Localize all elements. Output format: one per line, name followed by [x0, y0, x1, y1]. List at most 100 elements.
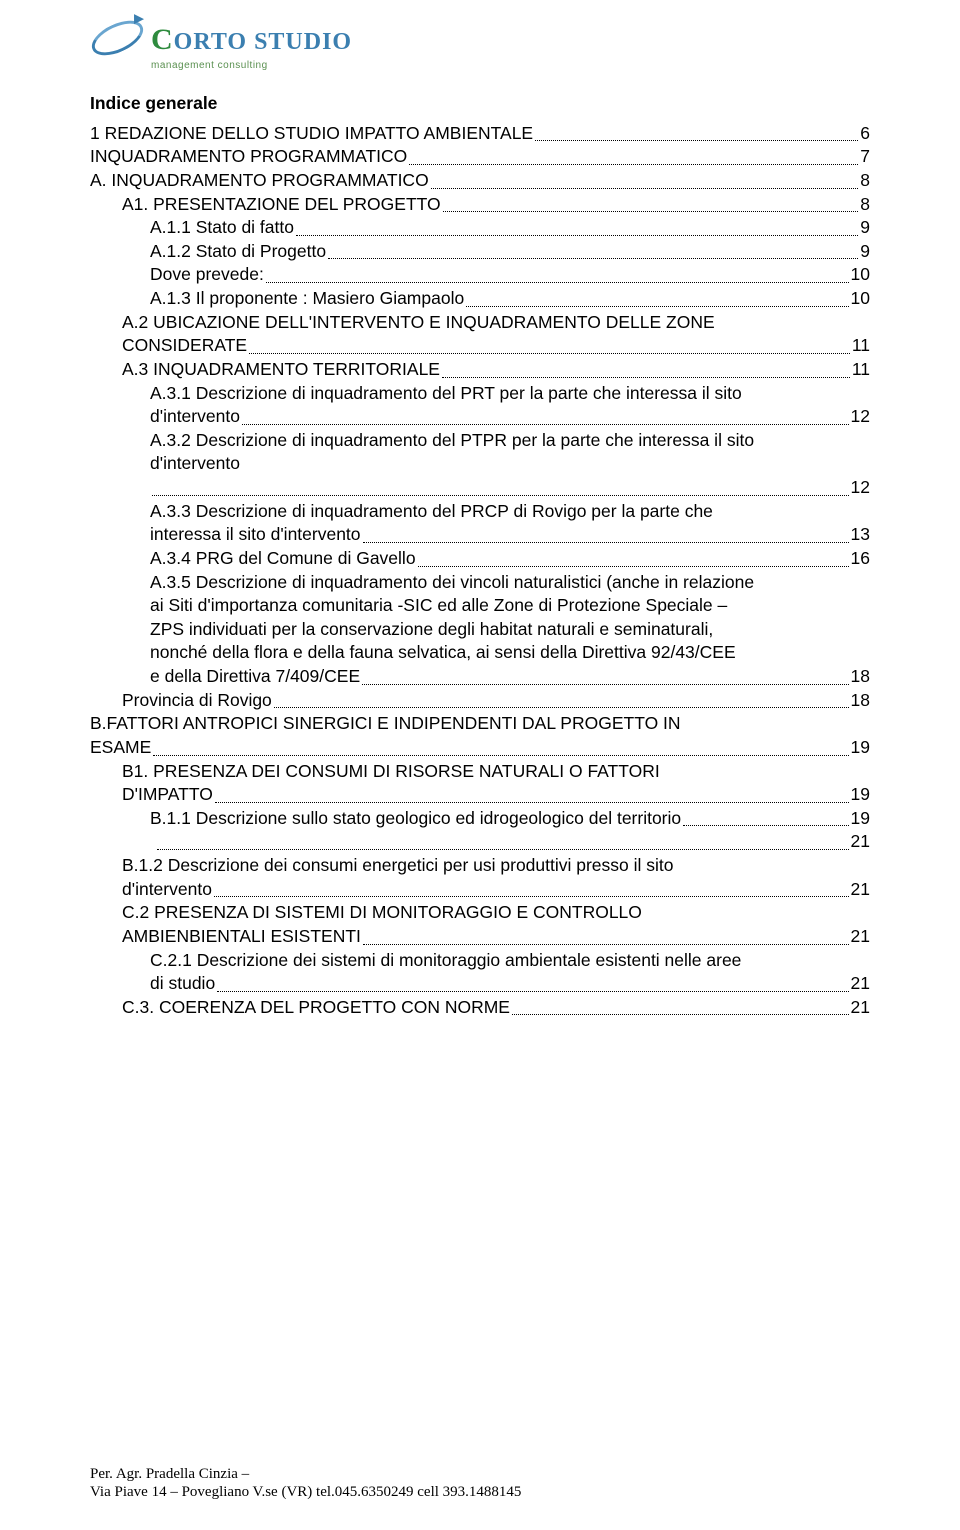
toc-entry-lastline: A.1.2 Stato di Progetto 9	[150, 240, 870, 264]
toc-leader-dots	[274, 707, 849, 708]
toc-entry-text: d'intervento	[150, 405, 240, 429]
toc-leader-dots	[418, 566, 849, 567]
logo-name: ORTO STUDIO	[174, 26, 352, 58]
toc-leader-dots	[249, 353, 850, 354]
toc-entry: A.3.4 PRG del Comune di Gavello16	[90, 547, 870, 571]
logo-swoosh-icon	[87, 14, 149, 63]
toc-entry: C.3. COERENZA DEL PROGETTO CON NORME21	[90, 996, 870, 1020]
toc-entry-text: INQUADRAMENTO PROGRAMMATICO	[90, 145, 407, 169]
table-of-contents: 1 REDAZIONE DELLO STUDIO IMPATTO AMBIENT…	[90, 122, 870, 1020]
toc-entry: A.1.3 Il proponente : Masiero Giampaolo1…	[90, 287, 870, 311]
toc-entry-lastline: D'IMPATTO19	[122, 783, 870, 807]
toc-page-number: 18	[851, 665, 870, 689]
toc-entry-text: 1 REDAZIONE DELLO STUDIO IMPATTO AMBIENT…	[90, 122, 533, 146]
toc-entry-lastline: A.3.4 PRG del Comune di Gavello16	[150, 547, 870, 571]
toc-entry-lastline: 21	[150, 830, 870, 854]
toc-entry: C.2 PRESENZA DI SISTEMI DI MONITORAGGIO …	[90, 901, 870, 948]
toc-page-number: 13	[851, 523, 870, 547]
toc-entry-text: e della Direttiva 7/409/CEE	[150, 665, 360, 689]
toc-entry-text: A.1.2 Stato di Progetto	[150, 240, 326, 264]
toc-entry: A1. PRESENTAZIONE DEL PROGETTO8	[90, 193, 870, 217]
toc-entry-lastline: A1. PRESENTAZIONE DEL PROGETTO8	[122, 193, 870, 217]
toc-entry: 1 REDAZIONE DELLO STUDIO IMPATTO AMBIENT…	[90, 122, 870, 146]
toc-leader-dots	[214, 896, 849, 897]
toc-entry-lastline: d'intervento 21	[122, 878, 870, 902]
toc-entry-lastline: INQUADRAMENTO PROGRAMMATICO 7	[90, 145, 870, 169]
toc-entry: A.3.1 Descrizione di inquadramento del P…	[90, 382, 870, 429]
toc-page-number: 21	[851, 925, 870, 949]
toc-entry-text: B.1.2 Descrizione dei consumi energetici…	[122, 854, 870, 878]
toc-entry-text: ai Siti d'importanza comunitaria -SIC ed…	[150, 594, 870, 618]
toc-page-number: 6	[860, 122, 870, 146]
toc-page-number: 21	[851, 878, 870, 902]
toc-entry-lastline: ESAME 19	[90, 736, 870, 760]
toc-entry-text: A.1.3 Il proponente : Masiero Giampaolo	[150, 287, 464, 311]
toc-page-number: 12	[851, 405, 870, 429]
toc-entry-text: Dove prevede:	[150, 263, 264, 287]
toc-entry-text: AMBIENBIENTALI ESISTENTI	[122, 925, 361, 949]
toc-entry-lastline: Dove prevede:10	[150, 263, 870, 287]
toc-leader-dots	[296, 235, 858, 236]
toc-page-number: 7	[860, 145, 870, 169]
toc-entry: A.2 UBICAZIONE DELL'INTERVENTO E INQUADR…	[90, 311, 870, 358]
toc-entry-text: A.3.3 Descrizione di inquadramento del P…	[150, 500, 870, 524]
toc-entry-lastline: d'intervento 12	[150, 405, 870, 429]
toc-entry-lastline: AMBIENBIENTALI ESISTENTI 21	[122, 925, 870, 949]
toc-leader-dots	[215, 802, 849, 803]
toc-leader-dots	[217, 991, 848, 992]
logo-letter-c: C	[151, 20, 172, 61]
toc-entry-text: di studio	[150, 972, 215, 996]
toc-entry-text: d'intervento	[150, 452, 870, 476]
toc-leader-dots	[266, 282, 849, 283]
toc-entry: Provincia di Rovigo18	[90, 689, 870, 713]
toc-entry-text: d'intervento	[122, 878, 212, 902]
toc-entry-text: B1. PRESENZA DEI CONSUMI DI RISORSE NATU…	[122, 760, 870, 784]
toc-entry-lastline: interessa il sito d'intervento 13	[150, 523, 870, 547]
toc-page-number: 9	[860, 240, 870, 264]
toc-entry-text: A.2 UBICAZIONE DELL'INTERVENTO E INQUADR…	[122, 311, 870, 335]
logo-tagline: management consulting	[151, 59, 352, 73]
toc-leader-dots	[535, 140, 858, 141]
toc-entry-text: A.3 INQUADRAMENTO TERRITORIALE	[122, 358, 440, 382]
toc-entry: A.1.2 Stato di Progetto 9	[90, 240, 870, 264]
toc-entry-text: CONSIDERATE	[122, 334, 247, 358]
toc-leader-dots	[328, 258, 858, 259]
toc-entry: A.3.2 Descrizione di inquadramento del P…	[90, 429, 870, 500]
toc-entry: INQUADRAMENTO PROGRAMMATICO 7	[90, 145, 870, 169]
toc-page-number: 19	[851, 736, 870, 760]
toc-entry-text: A1. PRESENTAZIONE DEL PROGETTO	[122, 193, 441, 217]
toc-leader-dots	[362, 684, 848, 685]
toc-entry: A.1.1 Stato di fatto 9	[90, 216, 870, 240]
toc-entry-text: interessa il sito d'intervento	[150, 523, 361, 547]
toc-entry-text: nonché della flora e della fauna selvati…	[150, 641, 870, 665]
toc-entry: B1. PRESENZA DEI CONSUMI DI RISORSE NATU…	[90, 760, 870, 807]
toc-leader-dots	[466, 306, 848, 307]
toc-entry-lastline: Provincia di Rovigo18	[122, 689, 870, 713]
toc-entry-text: A. INQUADRAMENTO PROGRAMMATICO	[90, 169, 429, 193]
toc-page-number: 11	[852, 358, 870, 382]
toc-entry-text: C.2 PRESENZA DI SISTEMI DI MONITORAGGIO …	[122, 901, 870, 925]
toc-page-number: 9	[860, 216, 870, 240]
toc-entry: A. INQUADRAMENTO PROGRAMMATICO8	[90, 169, 870, 193]
toc-entry-lastline: CONSIDERATE11	[122, 334, 870, 358]
toc-entry-text: B.1.1 Descrizione sullo stato geologico …	[150, 807, 681, 831]
toc-entry-text: C.2.1 Descrizione dei sistemi di monitor…	[150, 949, 870, 973]
toc-entry-text	[150, 830, 155, 854]
toc-entry-text: A.3.2 Descrizione di inquadramento del P…	[150, 429, 870, 453]
toc-leader-dots	[431, 188, 859, 189]
toc-page-number: 16	[851, 547, 870, 571]
toc-entry-lastline: C.3. COERENZA DEL PROGETTO CON NORME21	[122, 996, 870, 1020]
toc-leader-dots	[363, 542, 849, 543]
toc-entry-text: A.1.1 Stato di fatto	[150, 216, 294, 240]
toc-leader-dots	[442, 377, 850, 378]
toc-entry-text: ESAME	[90, 736, 151, 760]
toc-entry-lastline: 12	[150, 476, 870, 500]
toc-page-number: 21	[851, 972, 870, 996]
toc-entry: A.3.3 Descrizione di inquadramento del P…	[90, 500, 870, 547]
footer-line-2: Via Piave 14 – Povegliano V.se (VR) tel.…	[90, 1483, 521, 1502]
toc-page-number: 21	[851, 996, 870, 1020]
toc-entry: A.3 INQUADRAMENTO TERRITORIALE 11	[90, 358, 870, 382]
toc-entry-lastline: A. INQUADRAMENTO PROGRAMMATICO8	[90, 169, 870, 193]
toc-leader-dots	[683, 825, 848, 826]
logo-text: C ORTO STUDIO management consulting	[151, 20, 352, 72]
